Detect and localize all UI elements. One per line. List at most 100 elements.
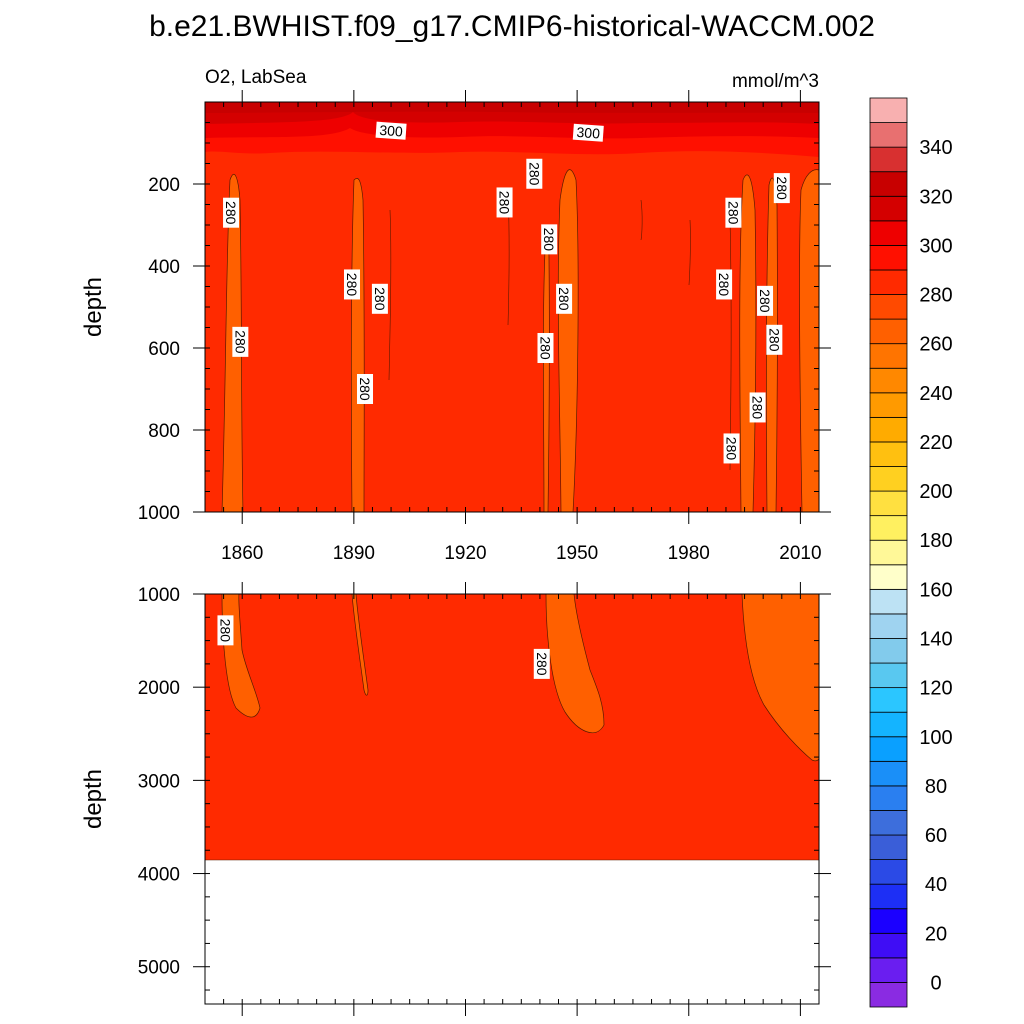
contour-label-box	[533, 648, 550, 679]
colorbar-swatch	[869, 588, 908, 615]
top-field-280	[205, 102, 819, 512]
contour-label-text: 280	[556, 287, 572, 311]
contour-label-text: 280	[232, 330, 248, 354]
contour-label: 280	[537, 333, 554, 363]
colorbar-swatch	[869, 269, 908, 295]
bottom-panel-frame	[204, 593, 820, 1005]
bottom-x-axis	[204, 582, 820, 1016]
contour-label: 280	[232, 326, 249, 357]
y-tick-label: 400	[148, 257, 180, 278]
contour-label-box	[716, 269, 733, 300]
contour-label-text: 280	[541, 228, 557, 252]
colorbar-tick-label: 160	[919, 579, 952, 601]
colorbar-swatch	[869, 416, 908, 443]
colorbar-tick-label: 0	[930, 972, 941, 994]
top-tongue-2012	[799, 169, 819, 512]
colorbar-swatch	[869, 957, 908, 983]
colorbar-tick-label: 280	[919, 285, 952, 307]
colorbar-swatch	[869, 760, 908, 787]
contour-label: 280	[526, 158, 543, 189]
y-tick-label: 4000	[138, 865, 180, 886]
bottom-tongue-2005	[741, 594, 819, 762]
contour-label: 280	[556, 283, 573, 314]
colorbar-tick-label: 120	[919, 678, 952, 700]
colorbar-tick-label: 300	[919, 235, 952, 257]
contour-label-box	[556, 283, 573, 314]
y-tick-label: 3000	[138, 771, 180, 792]
colorbar-swatch	[869, 146, 908, 173]
bottom-tongue-1948	[545, 594, 605, 734]
y-tick-label: 800	[148, 421, 180, 442]
contour-label-text: 280	[534, 652, 550, 676]
contour-label-box	[725, 197, 742, 228]
top-panel: 280 280 280 280 280 300 280 280 280 280 280 300 280 2…	[138, 90, 831, 564]
colorbar-tick-label: 100	[919, 727, 952, 749]
contour-label-box	[343, 269, 360, 300]
colorbar-swatch	[869, 97, 908, 123]
contour-label: 280	[773, 173, 790, 204]
contour-label-text: 280	[724, 437, 740, 461]
colorbar-swatch	[869, 392, 908, 418]
colorbar-swatch	[869, 294, 908, 320]
colorbar-tick-label: 240	[919, 383, 952, 405]
contour-label-text: 280	[223, 201, 239, 225]
colorbar-tick-label: 180	[919, 530, 952, 552]
top-y-axis-label: depth	[80, 277, 107, 337]
colorbar-tick-label: 200	[919, 481, 952, 503]
contour-label-box	[723, 433, 740, 464]
colorbar-swatch	[869, 441, 908, 467]
colorbar-tick-label: 80	[925, 776, 947, 798]
contour-label: 280	[541, 224, 558, 255]
contour-label-text: 280	[725, 201, 741, 225]
contour-label: 280	[223, 197, 240, 228]
contour-label-text: 280	[716, 273, 732, 297]
contour-label-text: 280	[774, 176, 790, 200]
colorbar-tick-label: 20	[925, 923, 947, 945]
contour-label: 280	[343, 269, 360, 300]
contour-label-text: 280	[750, 396, 766, 420]
contour-label: 280	[371, 283, 388, 314]
top-tongue-1943	[542, 240, 550, 512]
bottom-field-280	[205, 594, 819, 860]
bottom-tongue-1890	[351, 594, 369, 696]
y-tick-label: 1000	[138, 503, 180, 524]
colorbar-tick-label: 40	[925, 874, 947, 896]
colorbar-swatch	[869, 171, 908, 197]
colorbar-swatch	[869, 932, 908, 959]
colorbar-tick-label: 60	[925, 825, 947, 847]
colorbar-swatch	[869, 908, 908, 934]
colorbar-swatch	[869, 220, 908, 246]
contour-label-box	[749, 392, 766, 423]
contour-label: 280	[217, 615, 234, 646]
contour-label: 280	[357, 374, 374, 404]
contour-label-text: 300	[379, 122, 404, 140]
top-contour-labels: 280 280 280 280 280 300 280 280 280 280 280 300 280 2…	[223, 121, 790, 464]
contour-label: 300	[375, 121, 407, 140]
bottom-contour-labels: 280 280	[217, 615, 550, 679]
colorbar-swatch	[869, 883, 908, 910]
y-tick-label: 5000	[138, 958, 180, 979]
colorbar-swatch	[869, 711, 908, 738]
colorbar: 0 20 40 60 80 100 120 140 160 180 200 220 240 260 280 3…	[869, 97, 953, 1008]
colorbar-tick-label: 220	[919, 432, 952, 454]
top-band-320	[205, 102, 819, 113]
contour-label-text: 300	[576, 124, 601, 142]
contour-label: 280	[533, 648, 550, 679]
chart-title: b.e21.BWHIST.f09_g17.CMIP6-historical-WA…	[149, 10, 875, 43]
contour-label-box	[223, 197, 240, 228]
y-tick-label: 600	[148, 339, 180, 360]
contour-label-text: 280	[537, 336, 553, 360]
colorbar-swatch	[869, 834, 908, 860]
colorbar-swatch	[869, 662, 908, 689]
contour-label-box	[537, 333, 554, 363]
colorbar-tick-label: 140	[919, 628, 952, 650]
contour-label-box	[371, 283, 388, 314]
colorbar-swatch	[869, 859, 908, 885]
contour-label-text: 280	[217, 619, 233, 643]
colorbar-swatch	[869, 367, 908, 394]
contour-label-box	[217, 615, 234, 646]
contour-label-box	[773, 173, 790, 204]
colorbar-tick-label: 320	[919, 186, 952, 208]
colorbar-swatch	[869, 318, 908, 345]
